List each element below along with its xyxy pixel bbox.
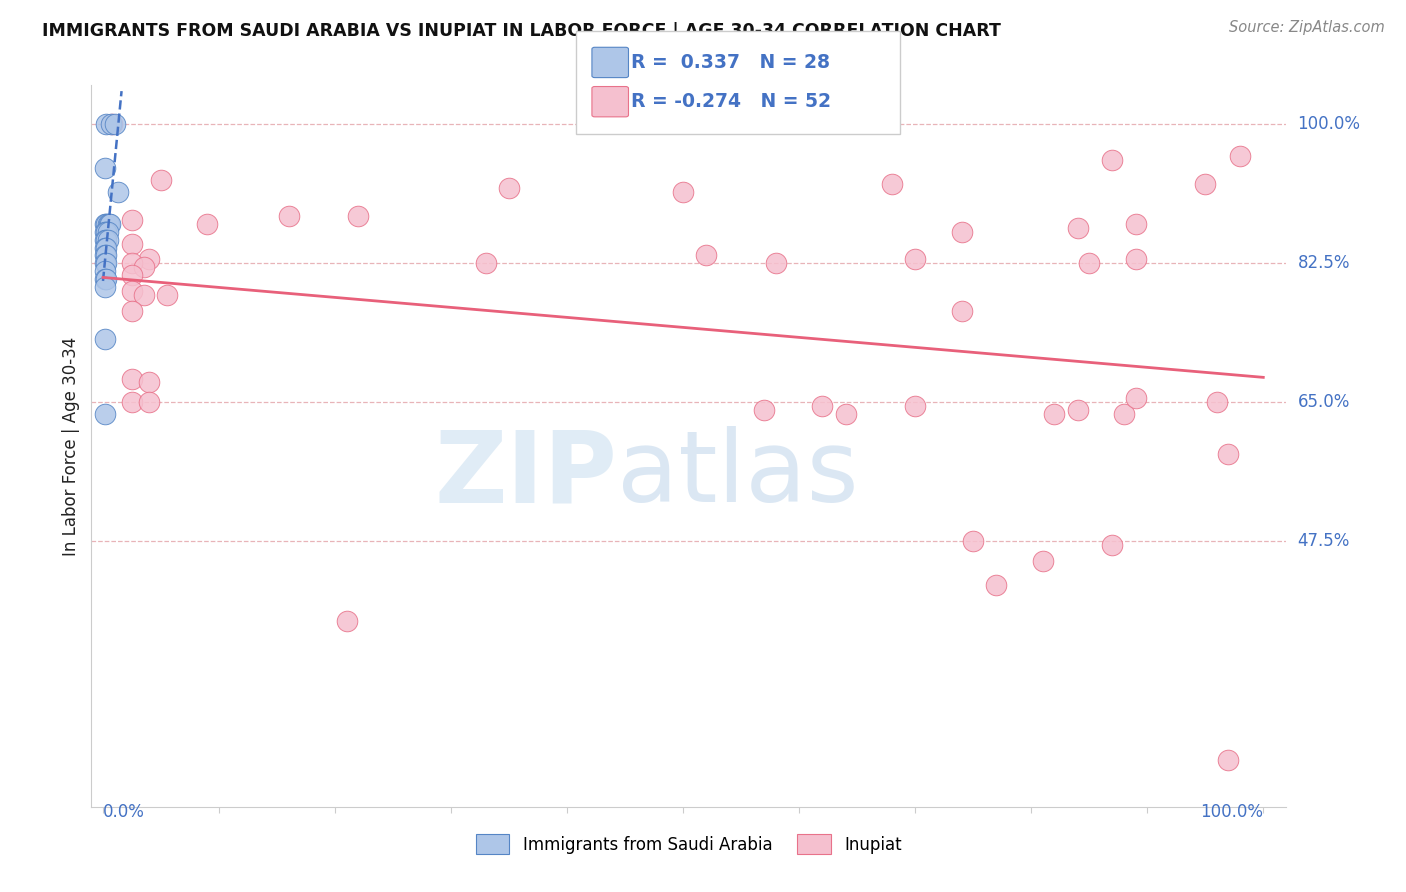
Point — [150, 173, 173, 187]
Point — [94, 248, 117, 262]
Point — [94, 161, 117, 175]
Point — [765, 256, 787, 270]
Text: ZIP: ZIP — [434, 426, 617, 524]
Point — [811, 399, 834, 413]
Point — [1101, 153, 1123, 168]
Point — [277, 209, 299, 223]
Point — [962, 534, 984, 549]
Point — [121, 212, 143, 227]
Point — [97, 225, 120, 239]
Point — [132, 260, 155, 275]
Point — [1043, 407, 1066, 421]
Point — [96, 233, 118, 247]
Point — [498, 181, 520, 195]
Text: atlas: atlas — [617, 426, 859, 524]
Point — [94, 240, 117, 254]
Point — [96, 217, 118, 231]
Point — [121, 284, 143, 298]
Point — [101, 118, 124, 132]
Point — [336, 614, 359, 628]
Point — [121, 304, 143, 318]
Point — [904, 252, 927, 267]
Point — [138, 395, 160, 409]
Point — [1066, 403, 1088, 417]
Point — [96, 272, 118, 286]
Point — [1032, 554, 1054, 568]
Point — [754, 403, 776, 417]
Point — [1218, 447, 1240, 461]
Point — [1218, 753, 1240, 767]
Point — [1078, 256, 1101, 270]
Point — [121, 371, 143, 385]
Point — [1229, 149, 1251, 163]
Point — [96, 256, 118, 270]
Point — [1101, 538, 1123, 552]
Text: R =  0.337   N = 28: R = 0.337 N = 28 — [631, 53, 831, 72]
Point — [950, 304, 973, 318]
Point — [904, 399, 927, 413]
Point — [121, 256, 143, 270]
Point — [1125, 392, 1147, 406]
Text: R = -0.274   N = 52: R = -0.274 N = 52 — [631, 92, 831, 112]
Point — [94, 256, 117, 270]
Point — [347, 209, 370, 223]
Point — [197, 217, 219, 231]
Point — [96, 118, 118, 132]
Text: IMMIGRANTS FROM SAUDI ARABIA VS INUPIAT IN LABOR FORCE | AGE 30-34 CORRELATION C: IMMIGRANTS FROM SAUDI ARABIA VS INUPIAT … — [42, 22, 1001, 40]
Text: 82.5%: 82.5% — [1298, 254, 1350, 272]
Point — [695, 248, 717, 262]
Point — [1194, 177, 1216, 191]
Point — [94, 233, 117, 247]
Point — [97, 217, 120, 231]
Point — [98, 217, 121, 231]
Point — [121, 236, 143, 251]
Point — [94, 264, 117, 278]
Point — [986, 578, 1008, 592]
Point — [475, 256, 498, 270]
Point — [94, 280, 117, 294]
Text: 0.0%: 0.0% — [103, 804, 145, 822]
Point — [94, 332, 117, 346]
Legend: Immigrants from Saudi Arabia, Inupiat: Immigrants from Saudi Arabia, Inupiat — [470, 828, 908, 861]
Point — [121, 268, 143, 283]
Point — [1205, 395, 1227, 409]
Point — [97, 233, 120, 247]
Point — [121, 395, 143, 409]
Point — [97, 217, 120, 231]
Point — [94, 225, 117, 239]
Point — [672, 185, 695, 199]
Text: Source: ZipAtlas.com: Source: ZipAtlas.com — [1229, 20, 1385, 35]
Point — [1066, 220, 1088, 235]
Point — [104, 118, 127, 132]
Point — [1112, 407, 1135, 421]
Text: 47.5%: 47.5% — [1298, 533, 1350, 550]
Point — [1125, 217, 1147, 231]
Point — [100, 118, 122, 132]
Point — [950, 225, 973, 239]
Point — [138, 252, 160, 267]
Point — [96, 240, 118, 254]
Y-axis label: In Labor Force | Age 30-34: In Labor Force | Age 30-34 — [62, 336, 80, 556]
Text: 100.0%: 100.0% — [1201, 804, 1263, 822]
Point — [96, 225, 118, 239]
Point — [94, 217, 117, 231]
Point — [880, 177, 903, 191]
Point — [138, 376, 160, 390]
Point — [156, 288, 179, 302]
Point — [96, 248, 118, 262]
Point — [834, 407, 856, 421]
Text: 65.0%: 65.0% — [1298, 393, 1350, 411]
Point — [107, 185, 129, 199]
Text: 100.0%: 100.0% — [1298, 115, 1361, 134]
Point — [1125, 252, 1147, 267]
Point — [94, 272, 117, 286]
Point — [132, 288, 155, 302]
Point — [94, 407, 117, 421]
